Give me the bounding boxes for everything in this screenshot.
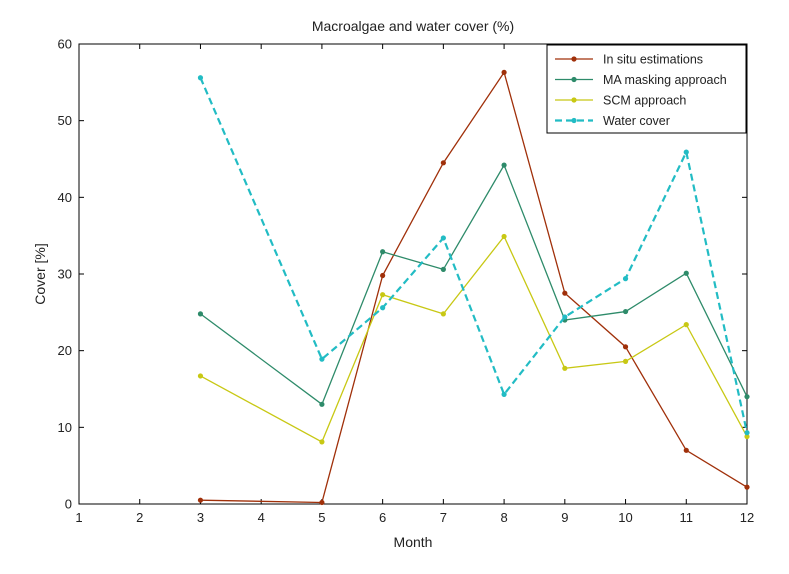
legend-label: SCM approach: [603, 94, 686, 108]
data-point: [622, 308, 629, 315]
x-tick-label: 11: [680, 510, 694, 525]
data-point: [440, 266, 446, 272]
data-point: [319, 499, 325, 506]
y-tick-label: 0: [65, 497, 72, 512]
legend-box: [546, 44, 747, 134]
data-point: [380, 249, 386, 255]
y-tick-label: 50: [58, 113, 72, 128]
y-tick-label: 20: [58, 343, 72, 358]
series-scm-approach: [197, 233, 750, 445]
data-point: [562, 365, 568, 371]
series-in-situ-estimations: [197, 69, 750, 506]
legend-item: MA masking approach: [555, 73, 727, 87]
data-point: [562, 314, 568, 320]
legend-marker: [571, 76, 577, 83]
data-point: [197, 311, 204, 317]
data-point: [622, 276, 629, 282]
y-axis-title: Cover [%]: [32, 243, 48, 304]
data-point: [197, 373, 204, 379]
data-point: [744, 394, 750, 400]
series-water-cover: [197, 75, 750, 436]
data-point: [501, 162, 507, 168]
legend-item: In situ estimations: [555, 53, 703, 67]
x-tick-label: 6: [379, 510, 386, 525]
x-tick-label: 5: [318, 510, 325, 525]
legend-label: Water cover: [603, 114, 670, 128]
y-tick-label: 60: [58, 37, 72, 52]
legend-label: MA masking approach: [603, 73, 727, 87]
data-point: [744, 430, 750, 436]
x-tick-label: 7: [440, 510, 447, 525]
data-point: [440, 235, 446, 241]
series-line: [200, 235, 748, 443]
data-point: [683, 149, 689, 155]
legend: In situ estimations MA masking approach SC…: [546, 44, 747, 134]
data-point: [744, 433, 750, 440]
series-line: [199, 77, 749, 433]
x-tick-label: 10: [618, 510, 632, 525]
data-point: [501, 69, 507, 75]
data-point: [380, 305, 386, 311]
x-tick-label: 9: [561, 510, 568, 525]
data-point: [683, 270, 689, 276]
data-point: [440, 311, 446, 317]
legend-item: Water cover: [555, 114, 670, 128]
data-point: [319, 439, 325, 445]
data-point: [622, 358, 629, 364]
legend-label: In situ estimations: [603, 53, 703, 67]
y-tick-label: 30: [58, 267, 72, 282]
x-tick-label: 8: [500, 510, 507, 525]
y-tick-label: 40: [58, 190, 72, 205]
data-point: [683, 322, 689, 328]
x-tick-label: 3: [197, 510, 204, 525]
data-point: [683, 447, 689, 453]
plot-series: [197, 69, 750, 506]
x-axis-title: Month: [394, 534, 433, 550]
data-point: [501, 233, 507, 240]
legend-marker: [571, 56, 577, 62]
data-point: [380, 292, 386, 298]
chart-title: Macroalgae and water cover (%): [312, 18, 514, 34]
data-point: [380, 272, 386, 279]
legend-marker: [571, 117, 577, 124]
x-tick-label: 12: [740, 510, 754, 525]
data-point: [744, 484, 750, 490]
y-tick-label: 10: [58, 420, 72, 435]
x-tick-label: 2: [136, 510, 143, 525]
data-point: [197, 497, 204, 503]
data-point: [440, 160, 446, 166]
data-point: [562, 290, 568, 296]
data-point: [501, 391, 507, 397]
x-tick-label: 4: [258, 510, 265, 525]
data-point: [319, 356, 325, 362]
data-point: [197, 75, 204, 81]
data-point: [319, 401, 325, 407]
data-point: [622, 344, 629, 350]
legend-marker: [571, 97, 577, 103]
series-line: [200, 163, 748, 406]
legend-item: SCM approach: [555, 94, 686, 108]
series-ma-masking-approach: [197, 162, 750, 407]
x-tick-label: 1: [75, 510, 82, 525]
